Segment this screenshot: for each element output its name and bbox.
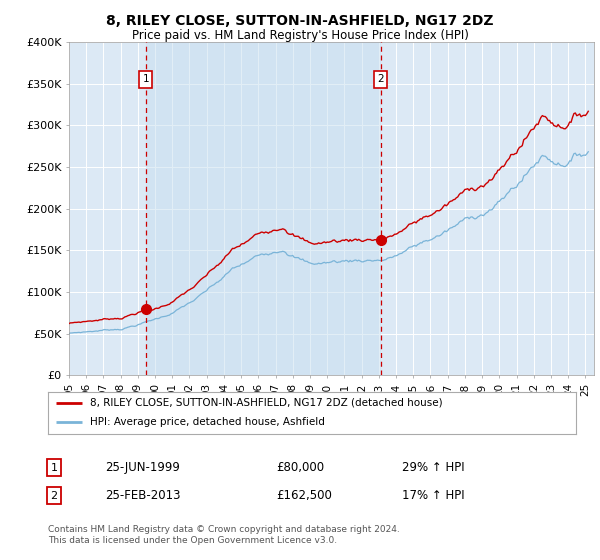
Text: HPI: Average price, detached house, Ashfield: HPI: Average price, detached house, Ashf… [90, 417, 325, 427]
Text: 17% ↑ HPI: 17% ↑ HPI [402, 489, 464, 502]
Text: £162,500: £162,500 [276, 489, 332, 502]
Text: 2: 2 [377, 74, 384, 85]
Text: £80,000: £80,000 [276, 461, 324, 474]
Text: 25-JUN-1999: 25-JUN-1999 [105, 461, 180, 474]
Text: 8, RILEY CLOSE, SUTTON-IN-ASHFIELD, NG17 2DZ (detached house): 8, RILEY CLOSE, SUTTON-IN-ASHFIELD, NG17… [90, 398, 443, 408]
Text: 2: 2 [50, 491, 58, 501]
Text: 29% ↑ HPI: 29% ↑ HPI [402, 461, 464, 474]
Text: Price paid vs. HM Land Registry's House Price Index (HPI): Price paid vs. HM Land Registry's House … [131, 29, 469, 42]
Bar [146, 42, 381, 375]
Text: 1: 1 [50, 463, 58, 473]
Text: 1: 1 [142, 74, 149, 85]
Text: 25-FEB-2013: 25-FEB-2013 [105, 489, 181, 502]
Text: 8, RILEY CLOSE, SUTTON-IN-ASHFIELD, NG17 2DZ: 8, RILEY CLOSE, SUTTON-IN-ASHFIELD, NG17… [106, 14, 494, 28]
Text: Contains HM Land Registry data © Crown copyright and database right 2024.
This d: Contains HM Land Registry data © Crown c… [48, 525, 400, 545]
